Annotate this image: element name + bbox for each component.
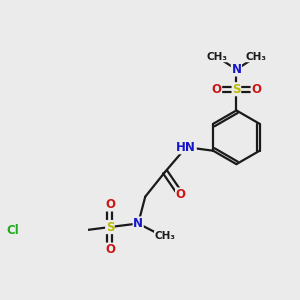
Text: N: N — [133, 217, 143, 230]
Text: Cl: Cl — [6, 224, 19, 237]
Text: CH₃: CH₃ — [246, 52, 267, 62]
Text: O: O — [176, 188, 186, 201]
Text: O: O — [251, 83, 261, 96]
Text: S: S — [232, 83, 241, 96]
Text: CH₃: CH₃ — [154, 231, 176, 241]
Text: O: O — [105, 198, 115, 211]
Text: CH₃: CH₃ — [206, 52, 227, 62]
Text: O: O — [212, 83, 222, 96]
Text: O: O — [105, 243, 115, 256]
Text: N: N — [231, 63, 242, 76]
Text: HN: HN — [176, 141, 196, 154]
Text: S: S — [106, 220, 114, 233]
